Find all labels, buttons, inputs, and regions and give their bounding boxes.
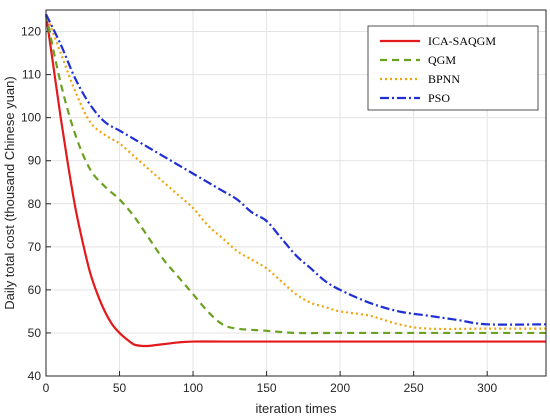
- plot-frame: [45, 9, 547, 377]
- series-line-bpnn: [44, 13, 546, 331]
- y-tick-label: 60: [28, 283, 42, 297]
- y-tick-label: 90: [28, 154, 42, 168]
- y-tick-labels: 40 50 60 70 80 90 100 110 120: [21, 25, 41, 383]
- legend-label-pso: PSO: [428, 91, 450, 105]
- y-tick-label: 50: [28, 326, 42, 340]
- x-tick-label: 0: [43, 381, 50, 395]
- legend-label-bpnn: BPNN: [428, 72, 460, 86]
- y-tick-label: 110: [22, 68, 41, 82]
- x-tick-label: 50: [113, 381, 127, 395]
- x-tick-label: 300: [477, 381, 497, 395]
- legend-label-qgm: QGM: [428, 53, 456, 67]
- x-tick-label: 150: [257, 381, 277, 395]
- y-axis-title: Daily total cost (thousand Chinese yuan): [2, 76, 17, 309]
- x-tick-label: 100: [183, 381, 203, 395]
- series-line-pso: [45, 13, 547, 326]
- legend-label-ica-saqgm: ICA-SAQGM: [428, 34, 496, 48]
- y-tick-label: 80: [28, 197, 42, 211]
- series-line-qgm: [44, 14, 546, 335]
- x-tick-label: 200: [330, 381, 350, 395]
- series-line-ica-saqgm: [44, 14, 546, 348]
- x-tick-labels: 0 50 100 150 200 250 300: [43, 381, 498, 395]
- legend: ICA-SAQGM QGM BPNN PSO: [367, 25, 539, 111]
- y-tick-label: 120: [21, 25, 41, 39]
- y-tick-label: 100: [21, 111, 41, 125]
- x-axis-title: iteration times: [256, 401, 337, 416]
- x-tick-label: 250: [404, 381, 424, 395]
- series-lines: [44, 13, 547, 348]
- y-tick-label: 40: [28, 369, 42, 383]
- y-tick-label: 70: [28, 240, 42, 254]
